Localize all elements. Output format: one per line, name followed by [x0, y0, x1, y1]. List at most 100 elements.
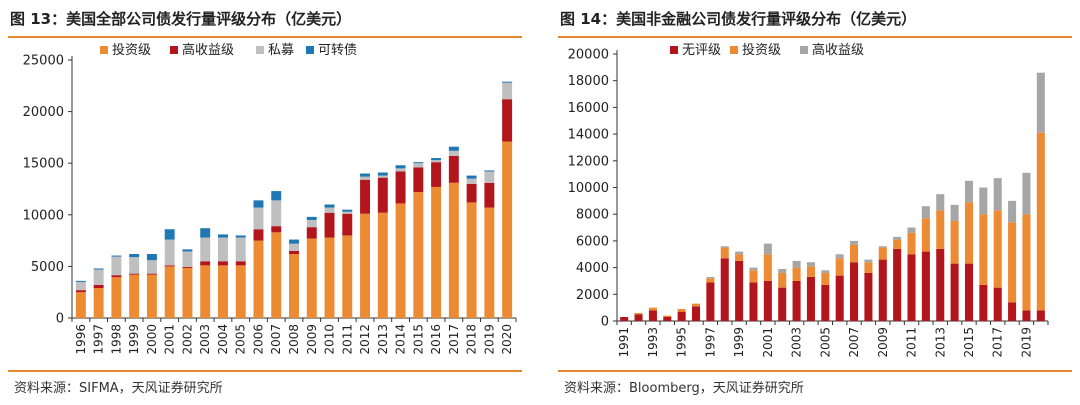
bar-2013-可转债 — [377, 172, 388, 176]
bar-2010-可转债 — [324, 204, 335, 208]
legend-label: 私募 — [268, 43, 294, 58]
bar-2007-可转债 — [271, 191, 282, 201]
bar-2004-可转债 — [217, 234, 228, 238]
bar-2003-可转债 — [200, 228, 211, 238]
bar-2007-高收益级 — [850, 240, 859, 245]
bar-2012-私募 — [360, 176, 371, 180]
bar-2011-高收益级 — [342, 213, 353, 236]
bar-1998-高收益级 — [720, 246, 729, 248]
legend-swatch — [800, 46, 808, 54]
bar-2011-投资级 — [342, 235, 353, 318]
bar-2014-无评级 — [950, 263, 959, 321]
bar-2009-投资级 — [306, 238, 317, 318]
bar-2002-私募 — [182, 251, 193, 267]
bar-2016-高收益级 — [431, 162, 442, 187]
figure-13-bottom-rule — [8, 370, 522, 372]
bar-2007-高收益级 — [271, 226, 282, 233]
bar-2007-投资级 — [850, 244, 859, 263]
bar-2007-无评级 — [850, 262, 859, 321]
bar-2013-投资级 — [377, 212, 388, 318]
bar-2002-高收益级 — [182, 266, 193, 268]
bar-2006-高收益级 — [835, 254, 844, 259]
y-tick-label: 20000 — [23, 105, 64, 120]
x-tick-label: 1991 — [617, 327, 631, 358]
bar-2002-投资级 — [182, 267, 193, 318]
bar-1992-投资级 — [634, 312, 643, 315]
bar-2013-投资级 — [936, 210, 945, 249]
bar-1997-投资级 — [706, 278, 715, 283]
x-tick-label: 2007 — [847, 327, 861, 358]
bar-2003-无评级 — [792, 280, 801, 321]
bar-1995-无评级 — [677, 311, 686, 321]
bar-2001-高收益级 — [164, 265, 175, 267]
bar-2014-高收益级 — [950, 204, 959, 221]
bar-1996-私募 — [75, 281, 86, 291]
legend-swatch — [730, 46, 738, 54]
legend-label: 投资级 — [742, 42, 781, 58]
x-tick-label: 2007 — [269, 324, 283, 355]
bar-2020-投资级 — [502, 141, 513, 318]
bar-2002-投资级 — [778, 272, 787, 288]
bar-2020-可转债 — [502, 81, 513, 83]
bar-1996-投资级 — [691, 303, 701, 307]
bar-2017-投资级 — [448, 182, 459, 318]
y-tick-label: 15000 — [23, 157, 64, 172]
y-tick-label: 0 — [601, 315, 609, 330]
bar-2010-投资级 — [893, 239, 902, 249]
bar-2011-无评级 — [907, 254, 916, 321]
bar-2009-私募 — [306, 219, 317, 228]
bar-2020-私募 — [502, 82, 513, 100]
legend-swatch — [170, 46, 178, 54]
bar-2006-私募 — [253, 207, 264, 230]
x-tick-label: 1999 — [127, 324, 141, 355]
bar-2000-高收益级 — [146, 273, 157, 275]
bar-2014-投资级 — [950, 220, 959, 264]
bar-1999-投资级 — [129, 274, 140, 318]
y-tick-label: 8000 — [576, 208, 609, 223]
bar-2003-投资级 — [792, 267, 801, 281]
bar-1993-无评级 — [648, 310, 657, 321]
y-tick-label: 12000 — [568, 154, 609, 169]
figure-14-panel: 图 14：美国非金融公司债发行量评级分布（亿美元） 0 2000 4000 6000 8… — [550, 0, 1080, 405]
bar-2000-投资级 — [146, 274, 157, 318]
bar-2012-可转债 — [360, 173, 371, 177]
x-tick-label: 2003 — [198, 324, 212, 355]
x-tick-label: 1997 — [703, 327, 717, 358]
x-tick-label: 2001 — [163, 324, 177, 355]
bar-2002-可转债 — [182, 249, 193, 252]
x-tick-label: 2008 — [287, 324, 301, 355]
bar-2016-可转债 — [431, 158, 442, 161]
bar-2019-无评级 — [1022, 310, 1031, 321]
bar-2001-可转债 — [164, 229, 175, 240]
bar-2016-投资级 — [431, 186, 442, 318]
bar-1996-高收益级 — [75, 290, 86, 293]
bar-2010-无评级 — [893, 248, 902, 321]
bar-2014-可转债 — [395, 165, 406, 169]
legend-swatch — [670, 46, 678, 54]
figure-13-panel: 图 13：美国全部公司债发行量评级分布（亿美元） 0 5000 10000 15000… — [0, 0, 530, 405]
figure-14-bottom-rule — [558, 370, 1072, 372]
bar-2008-高收益级 — [289, 250, 299, 255]
bar-2019-高收益级 — [484, 182, 495, 208]
bar-2015-投资级 — [413, 192, 424, 318]
bar-2003-高收益级 — [200, 261, 211, 266]
bar-2001-私募 — [164, 239, 175, 266]
legend-swatch — [306, 46, 314, 54]
bar-1994-投资级 — [663, 315, 672, 317]
bar-2009-高收益级 — [878, 246, 887, 248]
figure-13-source: 资料来源：SIFMA，天风证券研究所 — [14, 381, 223, 396]
bar-2005-投资级 — [235, 265, 246, 318]
bar-2003-高收益级 — [792, 260, 801, 268]
bar-2002-高收益级 — [778, 268, 787, 273]
x-tick-label: 2004 — [216, 324, 230, 355]
y-tick-label: 5000 — [31, 260, 64, 275]
bar-2013-无评级 — [936, 248, 945, 321]
bar-2019-投资级 — [1022, 214, 1031, 311]
y-tick-label: 10000 — [568, 181, 609, 196]
bar-2016-无评级 — [979, 284, 988, 321]
x-tick-label: 1993 — [646, 327, 660, 358]
bar-2004-高收益级 — [217, 261, 228, 266]
bar-1999-投资级 — [735, 254, 744, 261]
bar-1991-无评级 — [620, 316, 629, 321]
bar-2006-无评级 — [835, 275, 844, 321]
